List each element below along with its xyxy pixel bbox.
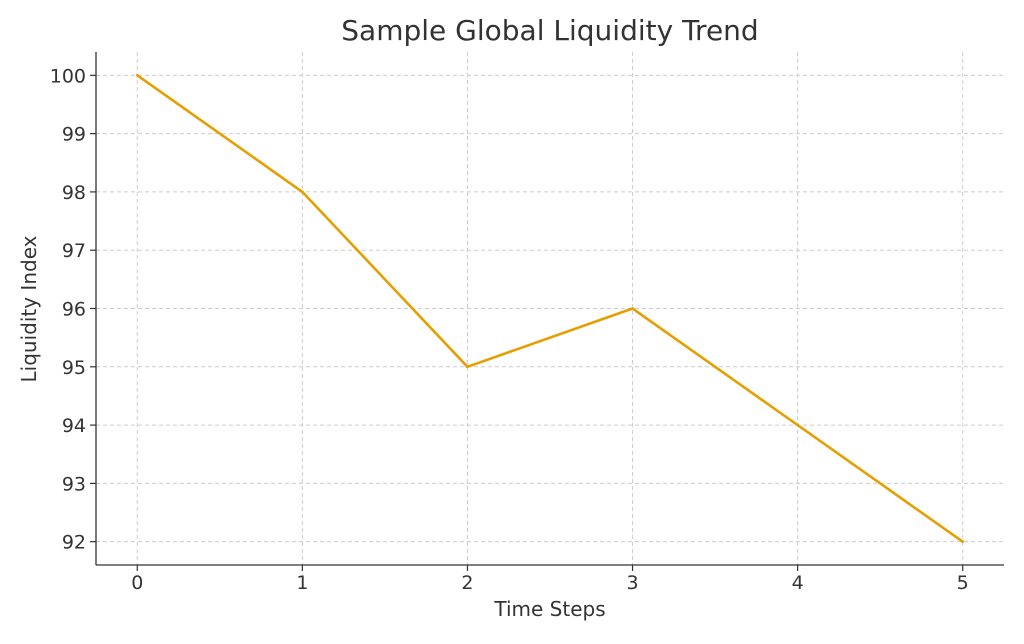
x-tick-label: 5 [957,572,969,594]
data-point [961,540,965,543]
data-point [301,190,304,194]
tick-labels: 0 1 2 3 4 5 92 93 94 95 96 97 98 99 100 [50,65,969,594]
y-tick-label: 95 [62,357,86,379]
data-point [796,423,799,427]
y-tick-label: 92 [62,532,86,554]
y-tick-label: 100 [50,65,86,87]
x-tick-label: 0 [131,572,143,594]
series-line [135,74,965,543]
data-point [135,74,139,77]
x-axis-label: Time Steps [493,597,605,621]
data-point [466,365,469,369]
x-tick-label: 1 [296,572,308,594]
data-point [631,307,634,310]
y-tick-label: 93 [62,473,86,495]
y-tick-label: 94 [62,415,86,437]
series-layer [135,74,965,543]
y-tick-label: 98 [62,182,86,204]
y-tick-label: 99 [62,124,86,146]
x-tick-label: 4 [792,572,804,594]
y-tick-label: 96 [62,299,86,321]
y-axis-label: Liquidity Index [17,235,41,382]
axes [90,52,1004,571]
grid [96,52,1004,565]
x-tick-label: 2 [461,572,473,594]
chart-title: Sample Global Liquidity Trend [341,14,758,47]
x-tick-label: 3 [626,572,638,594]
y-tick-label: 97 [62,240,86,262]
